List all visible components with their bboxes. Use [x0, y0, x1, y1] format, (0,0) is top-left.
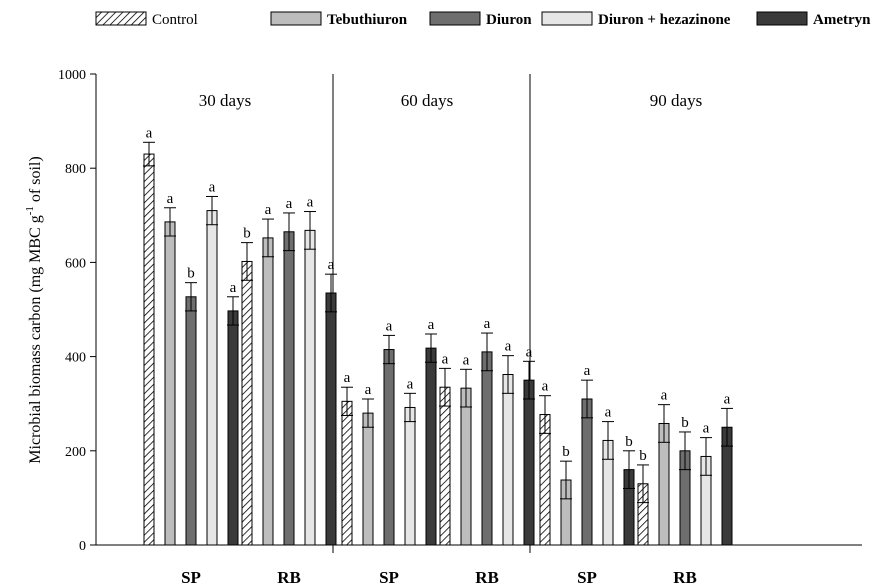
significance-letter: a [703, 421, 710, 437]
bar [262, 237, 274, 546]
legend-label: Diuron + hezazinone [598, 12, 731, 28]
bar [362, 412, 374, 546]
bar [383, 349, 395, 546]
axes: 0 200 400 600 800 1000 30 days 60 days 90 days [58, 68, 862, 554]
significance-letter: a [542, 379, 549, 395]
significance-letter: a [526, 344, 533, 360]
bar [227, 310, 239, 546]
y-tick-label: 600 [65, 256, 86, 271]
bar [460, 387, 472, 546]
significance-letter: b [681, 415, 689, 431]
bar [143, 153, 155, 546]
y-tick-label: 200 [65, 445, 86, 460]
legend-swatch [270, 11, 322, 26]
significance-letter: a [584, 363, 591, 379]
significance-letter: a [265, 202, 272, 218]
bar [164, 221, 176, 546]
bar [439, 386, 451, 546]
legend-label: Tebuthiuron [327, 12, 408, 28]
significance-letter: b [243, 226, 251, 242]
x-category-label: RB [277, 568, 301, 587]
significance-letter: b [625, 434, 633, 450]
x-category-label: SP [181, 568, 201, 587]
x-category-label: SP [379, 568, 399, 587]
bar [241, 260, 253, 546]
significance-letter: b [562, 444, 570, 460]
significance-letter: a [328, 257, 335, 273]
bar [481, 351, 493, 546]
legend-swatch [541, 11, 593, 26]
significance-letter: a [661, 388, 668, 404]
bar [404, 406, 416, 546]
legend-label: Control [152, 12, 198, 28]
period-label: 30 days [199, 91, 251, 110]
bar [502, 373, 514, 546]
significance-letter: a [484, 316, 491, 332]
y-axis-title: Microbial biomass carbon (mg MBC g-1 of … [24, 156, 44, 463]
significance-letter: a [286, 196, 293, 212]
significance-letter: a [605, 405, 612, 421]
significance-letter: a [209, 179, 216, 195]
bar [304, 229, 316, 546]
bar [523, 379, 535, 546]
significance-letter: b [187, 266, 195, 282]
legend: Control Tebuthiuron Diuron Diuron + hezazin… [95, 11, 871, 28]
legend-swatch [95, 11, 147, 26]
bar [581, 398, 593, 546]
legend-swatch [756, 11, 808, 26]
significance-letter: a [365, 382, 372, 398]
bar [539, 414, 551, 546]
y-tick-label: 0 [79, 539, 86, 554]
x-category-label: RB [673, 568, 697, 587]
x-category-label: SP [577, 568, 597, 587]
y-tick-label: 800 [65, 162, 86, 177]
y-tick-label: 400 [65, 351, 86, 366]
significance-letter: a [407, 376, 414, 392]
x-category-label: RB [475, 568, 499, 587]
significance-letter: a [724, 391, 731, 407]
significance-letter: a [442, 351, 449, 367]
period-label: 60 days [401, 91, 453, 110]
significance-letter: a [146, 125, 153, 141]
legend-swatch [429, 11, 481, 26]
period-label: 90 days [650, 91, 702, 110]
significance-letter: a [386, 318, 393, 334]
significance-letter: a [167, 191, 174, 207]
significance-letter: a [344, 370, 351, 386]
bar [185, 296, 197, 546]
bar [341, 400, 353, 546]
significance-letter: a [307, 195, 314, 211]
bar [283, 231, 295, 546]
bar [325, 292, 337, 546]
significance-letter: b [639, 448, 647, 464]
y-tick-label: 1000 [58, 68, 86, 83]
bar [425, 347, 437, 546]
significance-letter: a [505, 339, 512, 355]
significance-letter: a [428, 317, 435, 333]
significance-letter: a [230, 280, 237, 296]
legend-label: Ametryn [813, 12, 871, 28]
legend-label: Diuron [486, 12, 532, 28]
y-axis-label: Microbial biomass carbon (mg MBC g-1 of … [24, 156, 44, 463]
significance-letter: a [463, 352, 470, 368]
bar [206, 210, 218, 546]
